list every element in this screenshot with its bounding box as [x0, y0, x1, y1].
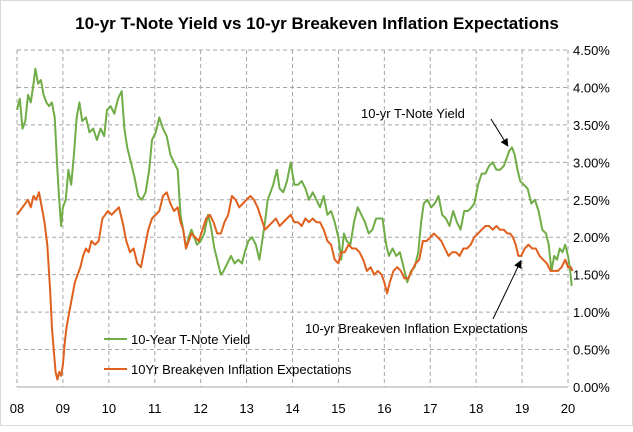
- y-tick-label: 3.50%: [573, 118, 610, 133]
- y-tick-label: 4.00%: [573, 80, 610, 95]
- y-tick-label: 4.50%: [573, 43, 610, 58]
- x-tick-label: 14: [285, 401, 299, 416]
- y-tick-label: 0.00%: [573, 380, 610, 395]
- x-tick-label: 19: [515, 401, 529, 416]
- annotation-tnote: 10-yr T-Note Yield: [361, 106, 465, 121]
- y-tick-label: 2.50%: [573, 193, 610, 208]
- annotation-breakeven: 10-yr Breakeven Inflation Expectations: [305, 321, 528, 336]
- x-tick-labels: 08 09 10 11 12 13 14 15 16 17 18 19 20: [10, 401, 575, 416]
- x-tick-label: 17: [423, 401, 437, 416]
- x-tick-label: 12: [193, 401, 207, 416]
- series-lines: [16, 67, 574, 381]
- legend: 10-Year T-Note Yield 10Yr Breakeven Infla…: [104, 332, 352, 377]
- y-tick-label: 1.00%: [573, 305, 610, 320]
- annotations: 10-yr T-Note Yield 10-yr Breakeven Inflat…: [305, 106, 528, 336]
- chart-title: 10-yr T-Note Yield vs 10-yr Breakeven In…: [75, 14, 559, 33]
- y-tick-label: 0.50%: [573, 343, 610, 358]
- x-tick-label: 18: [469, 401, 483, 416]
- y-tick-label: 1.50%: [573, 268, 610, 283]
- x-tick-label: 16: [377, 401, 391, 416]
- y-tick-label: 3.00%: [573, 155, 610, 170]
- x-tick-label: 10: [102, 401, 116, 416]
- legend-entry: 10-Year T-Note Yield: [131, 332, 250, 347]
- x-tick-label: 15: [331, 401, 345, 416]
- y-tick-labels: 0.00% 0.50% 1.00% 1.50% 2.00% 2.50% 3.00% 3.50%…: [573, 43, 610, 395]
- annotation-breakeven-arrow: [492, 259, 522, 320]
- x-tick-label: 11: [148, 401, 162, 416]
- annotation-tnote-arrow: [490, 118, 509, 147]
- tnote-yield-line: [16, 67, 573, 287]
- legend-entry: 10Yr Breakeven Inflation Expectations: [131, 362, 352, 377]
- breakeven-inflation-line: [16, 191, 574, 381]
- x-tick-label: 20: [561, 401, 575, 416]
- y-tick-label: 2.00%: [573, 230, 610, 245]
- x-tick-label: 08: [10, 401, 24, 416]
- x-tick-label: 13: [239, 401, 253, 416]
- x-tick-label: 09: [56, 401, 70, 416]
